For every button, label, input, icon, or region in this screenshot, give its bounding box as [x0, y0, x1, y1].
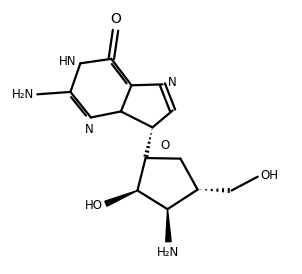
Text: N: N: [168, 76, 177, 89]
Text: O: O: [161, 139, 170, 152]
Text: O: O: [110, 12, 121, 26]
Text: H₂N: H₂N: [12, 88, 34, 101]
Text: HO: HO: [85, 199, 103, 212]
Polygon shape: [166, 209, 171, 242]
Text: H₂N: H₂N: [157, 246, 180, 259]
Polygon shape: [105, 190, 137, 206]
Text: HN: HN: [59, 55, 77, 68]
Text: N: N: [85, 123, 94, 136]
Text: OH: OH: [260, 169, 278, 182]
